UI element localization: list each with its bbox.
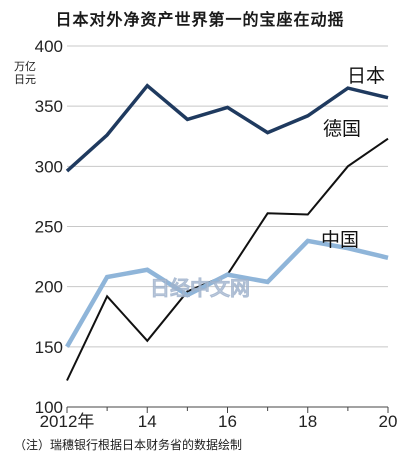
x-tick-label: 16 [218, 412, 237, 431]
x-tick-labels: 2012年 14 16 18 20 [40, 412, 398, 431]
source-note: （注）瑞穗银行根据日本财务省的数据绘制 [14, 438, 243, 452]
series-label-3: 中国 [321, 229, 359, 251]
series-label-1: 日本 [347, 65, 385, 87]
watermark: 日经中文网 [150, 276, 250, 300]
y-tick-label: 100 [35, 398, 63, 417]
y-tick-label: 350 [35, 97, 63, 116]
x-tick-label: 18 [298, 412, 317, 431]
series-lines [65, 83, 389, 381]
y-tick-label: 200 [35, 278, 63, 297]
y-tick-label: 300 [35, 157, 63, 176]
x-tick-label: 14 [138, 412, 157, 431]
series-line-2 [66, 137, 389, 381]
y-axis-unit: 万亿 日元 [14, 60, 36, 86]
y-tick-label: 250 [35, 218, 63, 237]
unit-line-2: 日元 [14, 73, 36, 86]
y-tick-label: 150 [35, 338, 63, 357]
x-tick-label: 20 [379, 412, 398, 431]
y-tick-labels: 100 150 200 250 300 350 400 [35, 37, 63, 417]
x-tick-label: 2012年 [40, 412, 95, 431]
grid-lines [66, 45, 389, 413]
series-line-1 [65, 83, 389, 173]
y-tick-label: 400 [35, 37, 63, 56]
unit-line-1: 万亿 [14, 60, 36, 73]
series-line-3 [65, 238, 389, 348]
chart-title: 日本对外净资产世界第一的宝座在动摇 [55, 10, 345, 29]
series-label-2: 德国 [323, 118, 361, 140]
